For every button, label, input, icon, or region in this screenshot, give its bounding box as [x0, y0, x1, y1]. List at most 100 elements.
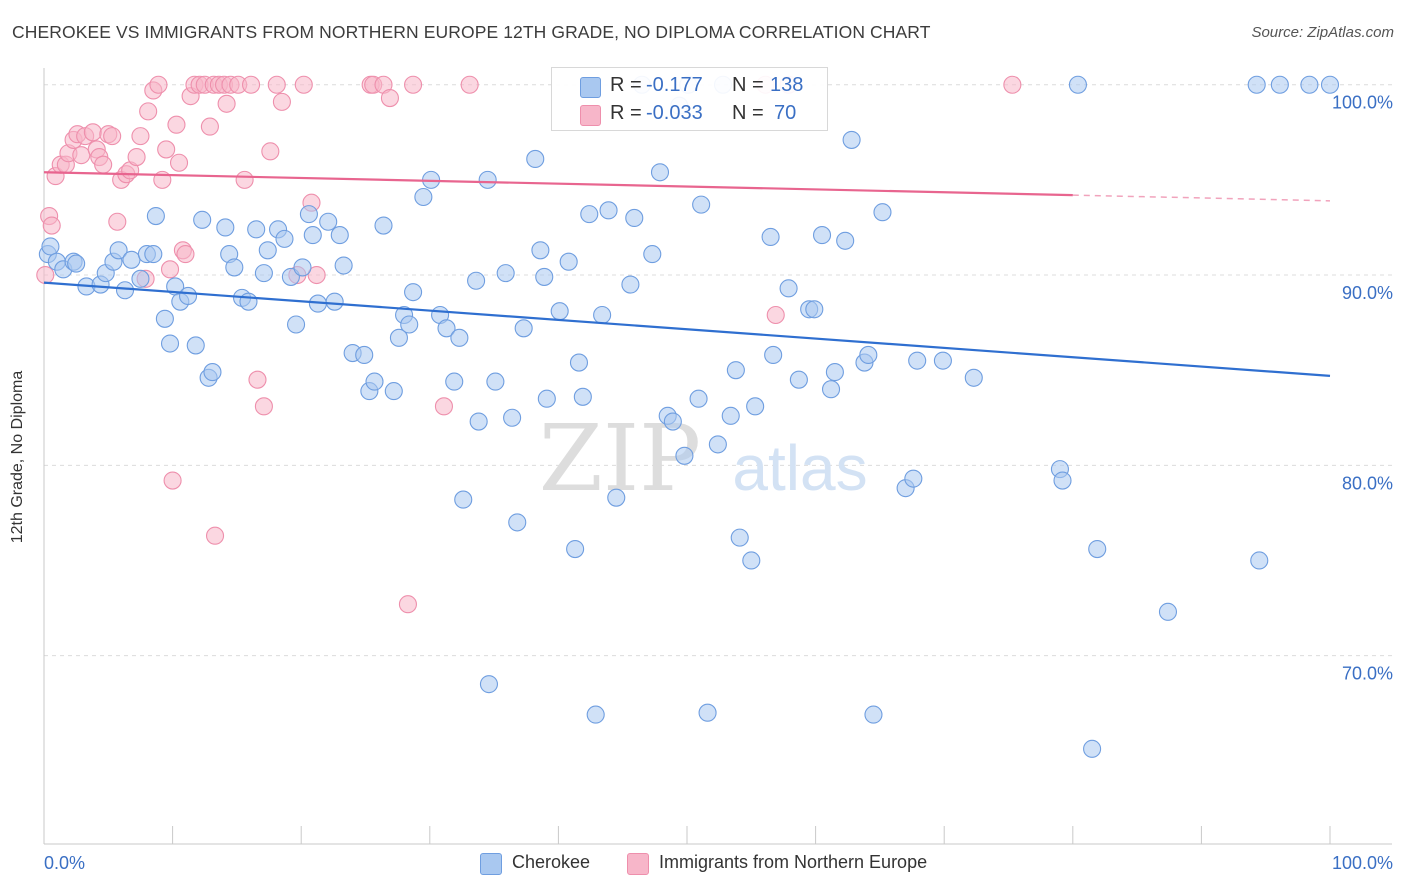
- cherokee-point: [496, 264, 515, 283]
- cherokee-point: [445, 372, 464, 391]
- cherokee-point: [144, 245, 163, 264]
- cherokee-point: [675, 446, 694, 465]
- immigrants-trend-extension: [1072, 194, 1331, 202]
- cherokee-point: [821, 380, 841, 399]
- immigrants-point: [272, 92, 291, 111]
- cherokee-point: [531, 241, 550, 260]
- cherokee-point: [873, 203, 892, 222]
- y-tick-label: 70.0%: [1342, 664, 1393, 684]
- immigrants-point: [241, 75, 261, 94]
- cherokee-point: [1320, 75, 1340, 94]
- cherokee-point: [454, 490, 473, 509]
- cherokee-point: [599, 201, 618, 220]
- immigrants-point: [398, 595, 417, 614]
- watermark-atlas: atlas: [732, 432, 867, 504]
- legend-row-immigrants: R = -0.033 N = 70: [552, 100, 827, 128]
- cherokee-point: [258, 241, 277, 260]
- cherokee-point: [67, 254, 86, 273]
- cherokee-point: [239, 292, 258, 311]
- bottom-legend-immigrants: Immigrants from Northern Europe: [627, 852, 987, 876]
- bottom-legend-label-cherokee: Cherokee: [512, 852, 591, 872]
- series-cherokee-points: [38, 75, 1340, 758]
- cherokee-point: [254, 264, 273, 283]
- cherokee-point: [573, 387, 592, 406]
- y-tick-label: 100.0%: [1332, 93, 1393, 113]
- bottom-legend-label-immigrants: Immigrants from Northern Europe: [659, 852, 928, 872]
- cherokee-point: [569, 353, 589, 372]
- cherokee-point: [1158, 602, 1178, 621]
- source-label: Source: ZipAtlas.com: [1251, 24, 1394, 41]
- x-tick-label-min: 0.0%: [44, 853, 85, 873]
- cherokee-point: [400, 315, 419, 334]
- immigrants-point: [404, 75, 423, 94]
- y-tick-label: 80.0%: [1342, 473, 1393, 493]
- cherokee-point: [593, 305, 612, 325]
- cherokee-point: [864, 705, 883, 724]
- cherokee-point: [293, 258, 312, 277]
- cherokee-point: [160, 334, 180, 353]
- y-axis-label: 12th Grade, No Diploma: [9, 370, 26, 544]
- cherokee-point: [580, 205, 599, 224]
- cherokee-point: [550, 302, 569, 321]
- cherokee-point: [779, 279, 798, 298]
- cherokee-point: [389, 328, 408, 347]
- legend-n-value: 138: [770, 74, 804, 96]
- cherokee-point: [621, 275, 640, 294]
- cherokee-point: [650, 163, 670, 182]
- legend-n-label: N =: [732, 74, 764, 96]
- immigrants-point: [163, 471, 182, 490]
- cherokee-point: [330, 226, 349, 245]
- cherokee-point: [155, 309, 174, 328]
- cherokee-point: [566, 539, 585, 559]
- cherokee-point: [825, 363, 844, 382]
- cherokee-point: [146, 206, 165, 226]
- cherokee-point: [122, 250, 141, 269]
- immigrants-point: [307, 265, 326, 285]
- legend-row-cherokee: R = -0.177 N = 138: [552, 72, 827, 100]
- cherokee-point: [726, 361, 745, 380]
- cherokee-point: [526, 149, 545, 169]
- cherokee-point: [384, 382, 403, 401]
- immigrants-point: [294, 75, 313, 94]
- cherokee-point: [203, 363, 222, 382]
- legend-n-value: 70: [774, 102, 797, 124]
- cherokee-point: [404, 283, 423, 302]
- cherokee-point: [764, 345, 783, 365]
- immigrants-point: [380, 89, 399, 108]
- watermark: ZIP atlas: [539, 405, 868, 512]
- cherokee-point: [708, 435, 727, 454]
- bottom-legend-swatch-cherokee: [480, 853, 502, 875]
- cherokee-point: [365, 372, 384, 391]
- x-tick-label-max: 100.0%: [1332, 853, 1393, 873]
- immigrants-point: [460, 75, 479, 94]
- immigrants-point: [108, 212, 127, 231]
- legend-r-label: R =: [610, 74, 642, 96]
- immigrants-trend-line: [43, 171, 1073, 197]
- immigrants-point: [267, 75, 286, 94]
- cherokee-point: [535, 267, 554, 286]
- cherokee-point: [698, 703, 717, 722]
- cherokee-point: [334, 256, 353, 275]
- cherokee-point: [178, 286, 198, 306]
- cherokee-point: [721, 406, 740, 425]
- cherokee-point: [503, 408, 522, 427]
- immigrants-point: [167, 115, 186, 134]
- immigrants-point: [36, 265, 55, 285]
- cherokee-point: [1088, 539, 1107, 559]
- cherokee-point: [225, 258, 244, 277]
- cherokee-point: [325, 292, 344, 311]
- bottom-legend-cherokee: Cherokee: [480, 852, 620, 876]
- cherokee-point: [904, 469, 923, 488]
- immigrants-point: [103, 127, 122, 146]
- cherokee-point: [508, 513, 527, 532]
- cherokee-point: [789, 370, 808, 389]
- cherokee-point: [1250, 551, 1269, 570]
- immigrants-point: [149, 75, 168, 94]
- immigrants-point: [434, 397, 453, 416]
- cherokee-point: [643, 245, 662, 264]
- legend-r-label: R =: [610, 102, 642, 124]
- immigrants-point: [176, 245, 195, 264]
- immigrants-point: [131, 127, 150, 146]
- cherokee-point: [742, 551, 761, 570]
